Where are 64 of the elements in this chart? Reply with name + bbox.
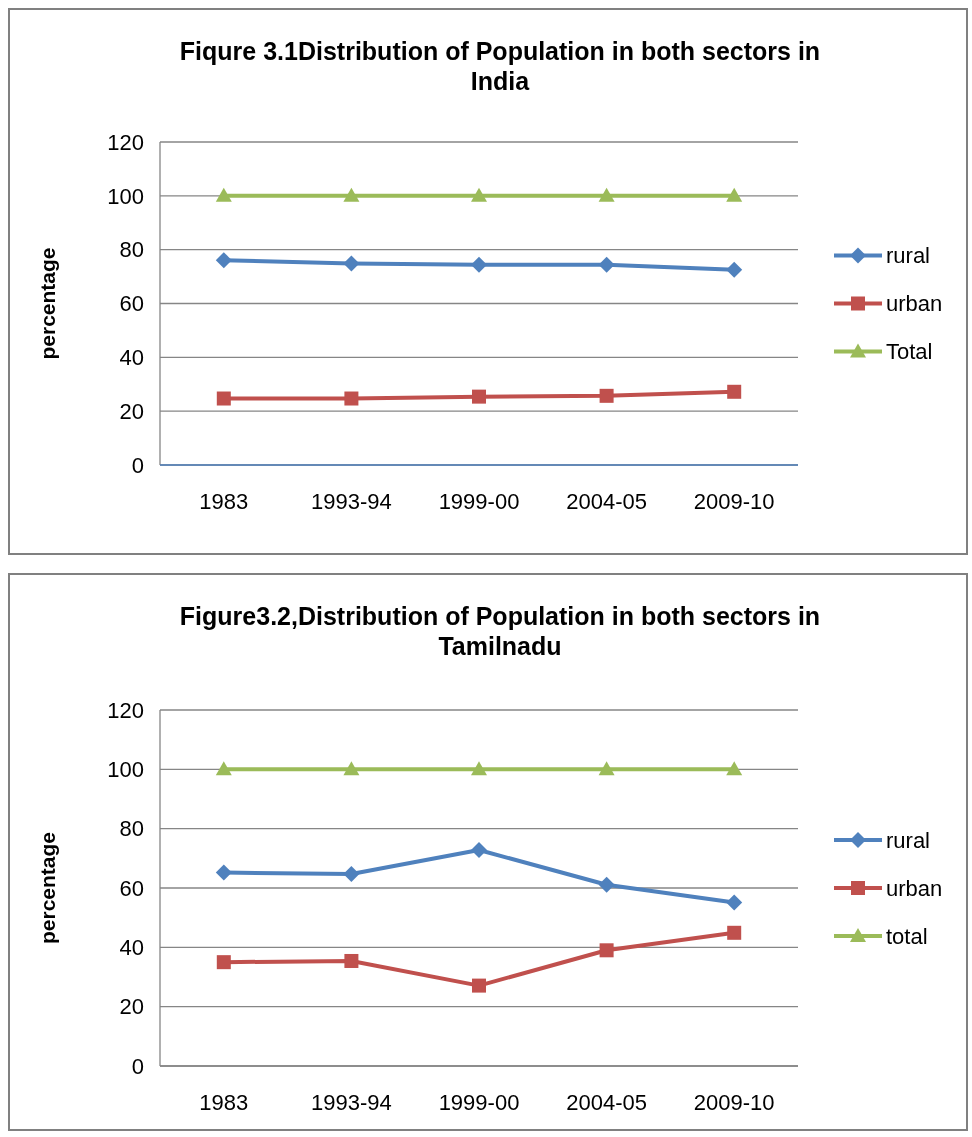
legend-label: urban [886, 875, 943, 901]
x-tick-label: 1983 [199, 489, 249, 514]
y-tick-label: 0 [131, 452, 144, 478]
x-tick-label: 2009-10 [693, 489, 775, 514]
point [216, 391, 231, 406]
point [343, 866, 360, 883]
point [599, 388, 614, 403]
legend-label: rural [886, 827, 931, 853]
point [343, 761, 360, 776]
point [344, 391, 359, 406]
legend-label: rural [886, 243, 931, 269]
point [598, 187, 615, 202]
point [472, 389, 486, 404]
point [216, 955, 231, 970]
point [727, 384, 742, 399]
y-tick-label: 120 [107, 129, 144, 155]
point [727, 925, 742, 940]
point [215, 864, 232, 881]
x-tick-label: 1983 [199, 1090, 249, 1115]
legend-label: Total [886, 339, 933, 365]
point [471, 256, 487, 273]
point [726, 187, 743, 202]
point [344, 953, 359, 968]
x-tick-label: 1999-00 [438, 1090, 520, 1115]
legend-label: total [886, 923, 928, 949]
y-tick-label: 40 [119, 935, 144, 961]
y-tick-label: 60 [119, 291, 144, 317]
y-tick-label: 120 [107, 697, 144, 723]
y-tick-label: 60 [119, 875, 144, 901]
point [471, 761, 487, 776]
x-tick-label: 1999-00 [438, 489, 520, 514]
y-axis-title: percentage [36, 831, 60, 945]
y-tick-label: 100 [107, 757, 144, 783]
y-tick-label: 100 [107, 183, 144, 209]
chart-title: Figure3.2,Distribution of Population in both sectors in Tamilnadu [179, 602, 821, 660]
point [598, 876, 615, 893]
point [472, 978, 486, 993]
point [726, 761, 743, 776]
point [471, 842, 487, 859]
x-tick-label: 2004-05 [566, 489, 647, 514]
point [599, 943, 614, 958]
y-tick-label: 20 [119, 398, 144, 424]
y-tick-label: 0 [131, 1053, 144, 1079]
point [343, 187, 360, 202]
x-tick-label: 1993-94 [311, 1090, 392, 1115]
y-tick-label: 80 [119, 816, 144, 842]
point [598, 761, 615, 776]
y-axis-title: percentage [36, 247, 60, 360]
x-tick-label: 1993-94 [311, 489, 392, 514]
point [726, 261, 743, 278]
x-tick-label: 2004-05 [566, 1090, 647, 1115]
chart-title: Fiqure 3.1Distribution of Population in both sectors in India [179, 37, 821, 95]
point [343, 255, 360, 272]
point [726, 894, 743, 911]
point [215, 252, 232, 269]
x-tick-label: 2009-10 [693, 1090, 775, 1115]
point [215, 761, 232, 776]
y-tick-label: 40 [119, 345, 144, 371]
point [215, 187, 232, 202]
point [598, 256, 615, 273]
legend-label: urban [886, 291, 943, 317]
y-tick-label: 80 [119, 237, 144, 263]
point [471, 187, 487, 202]
y-tick-label: 20 [119, 994, 144, 1020]
